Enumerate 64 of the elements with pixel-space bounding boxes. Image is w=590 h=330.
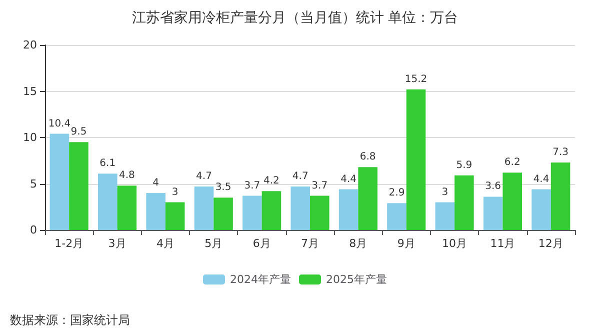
bar: [550, 162, 570, 230]
x-tick-label: 6月: [252, 237, 271, 250]
chart-title: 江苏省家用冷柜产量分月（当月值）统计 单位：万台: [132, 10, 458, 26]
y-tick-label: 5: [30, 177, 37, 190]
bar: [117, 186, 137, 230]
y-tick-label: 10: [23, 131, 37, 144]
bar: [406, 89, 426, 230]
bar: [50, 134, 70, 230]
bar: [262, 191, 282, 230]
bar: [435, 202, 455, 230]
bar: [165, 202, 185, 230]
data-label: 6.8: [360, 152, 376, 163]
data-label: 2.9: [388, 188, 405, 199]
data-label: 3.7: [244, 180, 260, 192]
data-label: 10.4: [48, 118, 71, 130]
bar: [310, 196, 330, 230]
data-label: 3: [442, 186, 448, 198]
data-label: 6.2: [504, 157, 520, 168]
data-label: 3.6: [485, 181, 502, 192]
bar: [146, 193, 166, 230]
bar: [242, 196, 262, 230]
x-tick-label: 8月: [349, 237, 368, 250]
data-label: 9.5: [70, 126, 87, 138]
x-tick-label: 3月: [108, 237, 126, 250]
data-label: 5.9: [456, 160, 472, 171]
x-tick-label: 10月: [442, 237, 468, 250]
bar: [98, 174, 118, 230]
data-label: 4.8: [118, 170, 135, 182]
data-label: 6.1: [100, 158, 116, 170]
x-tick-label: 4月: [156, 237, 174, 250]
bar: [290, 186, 310, 230]
data-label: 4.4: [533, 174, 550, 185]
data-label: 4: [152, 178, 160, 188]
bar: [387, 203, 406, 230]
bar: [532, 189, 551, 230]
x-tick-label: 12月: [538, 237, 564, 250]
y-tick-label: 0: [30, 224, 37, 236]
y-tick-label: 15: [23, 84, 37, 98]
x-tick-label: 5月: [204, 237, 223, 250]
x-tick-label: 7月: [301, 237, 319, 250]
bar: [454, 175, 474, 230]
data-label: 4.4: [340, 174, 356, 185]
source-note: 数据来源：国家统计局: [10, 313, 130, 327]
data-label: 4.2: [264, 176, 280, 187]
bar: [502, 172, 522, 230]
bar: [358, 167, 378, 230]
data-label: 3.5: [215, 182, 232, 194]
x-tick-label: 11月: [490, 237, 516, 250]
bar: [214, 198, 233, 230]
x-tick-label: 1-2月: [54, 237, 84, 250]
legend-label: 2025年产量: [326, 273, 387, 286]
data-label: 4.7: [196, 171, 212, 182]
data-label: 4.7: [292, 171, 308, 182]
y-tick-label: 20: [23, 38, 37, 52]
data-label: 15.2: [404, 74, 428, 85]
bar: [69, 142, 88, 230]
bar: [483, 196, 503, 230]
bar: [338, 189, 358, 230]
data-label: 3.7: [312, 180, 328, 192]
data-label: 3: [172, 186, 178, 198]
data-label: 7.3: [552, 146, 568, 158]
bar: [194, 186, 214, 230]
x-tick-label: 9月: [397, 237, 416, 250]
legend-label: 2024年产量: [230, 273, 292, 286]
